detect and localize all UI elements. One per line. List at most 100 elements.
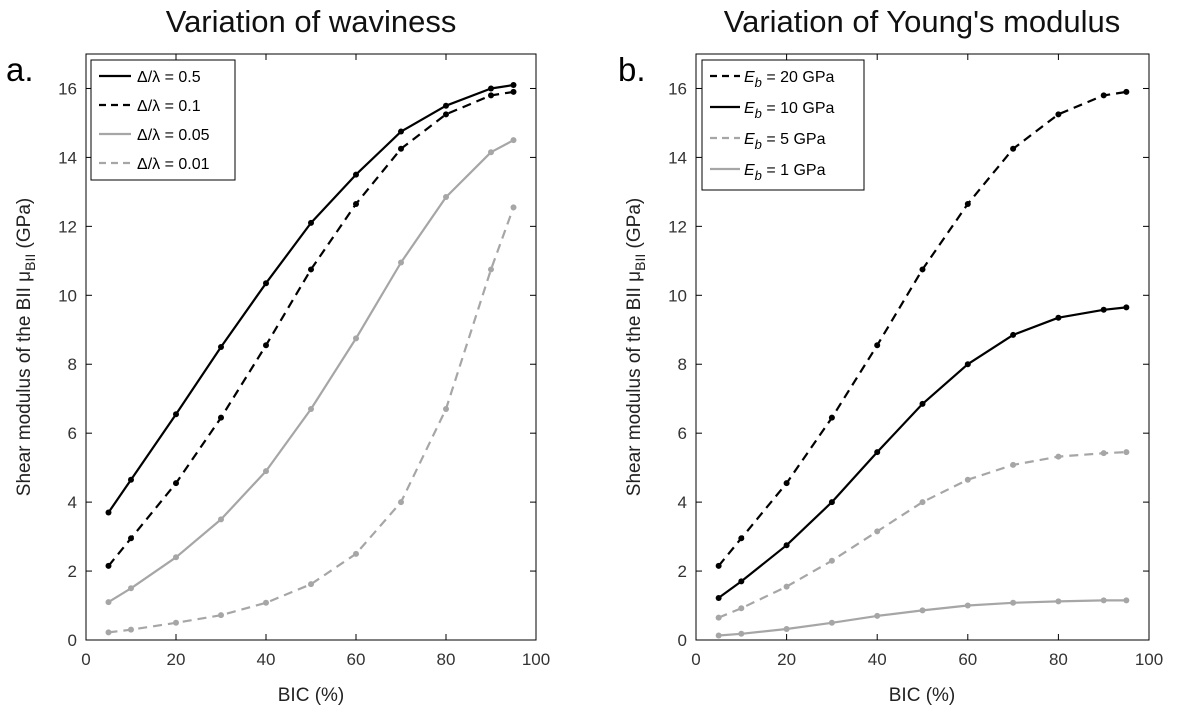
panel-b-ylabel-unit: (GPa) [624, 198, 645, 254]
panel-b-series-line-3 [718, 451, 1127, 619]
panel-a-series-3-point [308, 406, 314, 413]
panel-a-series-4-point [308, 581, 314, 588]
panel-b-ytick-label: 4 [678, 493, 687, 512]
panel-b-ticks: 0 20 40 60 80 100 0 2 4 6 8 10 12 14 16 [668, 54, 1163, 669]
panel-a-ylabel-sub: BII [22, 254, 38, 271]
panel-b-series-2-point [964, 361, 971, 368]
panel-b-series [715, 88, 1130, 639]
panel-b-series-2-point [919, 400, 926, 407]
panel-a-series-1-point [263, 280, 269, 287]
panel-a-series-1-point [510, 82, 517, 89]
panel-b: Variation of Young's modulus b. 0 20 40 60 8… [618, 4, 1163, 706]
panel-a-series-2-point [488, 92, 494, 99]
panel-a-ytick-label: 0 [68, 631, 77, 650]
panel-b-series-4-point [919, 607, 926, 614]
panel-b-letter: b. [618, 51, 646, 88]
panel-a-series-3-point [128, 585, 134, 592]
panel-b-series-4-point [964, 602, 971, 609]
panel-b-ylabel-sub: BII [632, 254, 648, 271]
panel-b-series-4-point [1055, 598, 1062, 605]
panel-a-series-4-point [443, 406, 449, 413]
panel-a-ticks: 0 20 40 60 80 100 0 2 4 6 8 10 12 14 16 [58, 54, 550, 669]
panel-b-xlabel: BIC (%) [889, 685, 956, 706]
panel-b-series-2-point [828, 499, 835, 506]
panel-b-xtick-label: 0 [691, 650, 700, 669]
panel-b-series-3-point [1123, 449, 1130, 456]
panel-a-xtick-label: 80 [437, 650, 456, 669]
panel-a-xtick-label: 20 [167, 650, 186, 669]
panel-a-xtick-label: 40 [257, 650, 276, 669]
panel-b-series-1-point [919, 266, 926, 273]
panel-a-legend-label-3: Δ/λ = 0.05 [137, 127, 210, 144]
panel-a-series-4-point [263, 599, 269, 606]
panel-b-series-2-point [715, 594, 722, 601]
panel-a-legend-label-2: Δ/λ = 0.1 [137, 98, 201, 115]
panel-a-series-2-point [398, 145, 404, 152]
panel-a-ytick-label: 16 [58, 79, 77, 98]
panel-b-series-1-point [1123, 88, 1130, 95]
panel-b-xtick-label: 80 [1049, 650, 1068, 669]
panel-b-title: Variation of Young's modulus [724, 4, 1121, 39]
panel-a-series-4-point [128, 626, 134, 633]
panel-b-series-4-point [1123, 597, 1130, 604]
panel-a-series-2-point [510, 88, 517, 95]
panel-b-series-3-point [1100, 450, 1107, 457]
panel-a-series-1-point [443, 102, 449, 109]
panel-a-series-3-point [218, 516, 224, 523]
panel-a-series-4-point [173, 619, 179, 626]
panel-b-ytick-label: 6 [678, 424, 687, 443]
panel-b-series-3-point [874, 528, 881, 535]
panel-b-legend: Eb = 20 GPa Eb = 10 GPa Eb = 5 GPa Eb = 1 G… [701, 59, 865, 191]
panel-a-series-3-point [488, 149, 494, 156]
panel-b-series-4-point [1100, 597, 1107, 604]
panel-b-series-3-point [738, 605, 745, 612]
panel-b-ytick-label: 8 [678, 355, 687, 374]
panel-b-ylabel-main: Shear modulus of the BII μ [624, 271, 645, 496]
panel-b-legend-label-3: Eb = 5 GPa [744, 131, 826, 152]
panel-b-series-1-point [783, 480, 790, 487]
panel-b-series-1-point [828, 414, 835, 421]
panel-a-series-3-point [443, 194, 449, 201]
panel-b-ytick-label: 2 [678, 562, 687, 581]
panel-a-series-1-point [128, 476, 134, 483]
panel-b-series-3-point [1010, 461, 1017, 468]
panel-b-series-4-point [874, 612, 881, 619]
panel-b-legend-label-4: Eb = 1 GPa [744, 162, 826, 183]
panel-a-series-1-point [308, 219, 314, 226]
panel-a-series-3-point [353, 335, 359, 342]
panel-b-series-2-point [874, 449, 881, 456]
panel-b-series-1-point [1100, 92, 1107, 99]
panel-a-ytick-label: 14 [58, 148, 77, 167]
panel-a-ytick-label: 6 [68, 424, 77, 443]
panel-a-ytick-label: 10 [58, 286, 77, 305]
panel-b-ytick-label: 16 [668, 79, 687, 98]
panel-a-xtick-label: 60 [347, 650, 366, 669]
panel-a-series-4-point [510, 204, 517, 211]
panel-b-series-4-point [715, 632, 722, 639]
panel-b-ylabel: Shear modulus of the BII μBII (GPa) [624, 198, 648, 496]
panel-b-series-3-point [783, 583, 790, 590]
panel-a-legend: Δ/λ = 0.5 Δ/λ = 0.1 Δ/λ = 0.05 Δ/λ = 0.01 [90, 59, 236, 181]
panel-b-series-1-point [1010, 145, 1017, 152]
panel-a-axes-box [85, 53, 537, 641]
panel-a-letter: a. [6, 51, 34, 88]
panel-b-series-4-point [1010, 599, 1017, 606]
panel-a-series-2-point [218, 414, 224, 421]
panel-a-ylabel: Shear modulus of the BII μBII (GPa) [14, 198, 38, 496]
panel-b-series-4-point [828, 619, 835, 626]
panel-a-series-3-point [105, 599, 112, 606]
panel-a-series-4-point [398, 499, 404, 506]
panel-a-series-line-3 [107, 139, 515, 604]
panel-a-ytick-label: 4 [68, 493, 77, 512]
panel-b-ytick-label: 10 [668, 286, 687, 305]
panel-b-series-1-point [715, 562, 722, 569]
panel-b-xtick-label: 60 [958, 650, 977, 669]
panel-b-series-4-point [783, 625, 790, 632]
panel-a-series-line-2 [107, 90, 514, 567]
panel-a-legend-label-4: Δ/λ = 0.01 [137, 156, 210, 173]
panel-b-series-2-point [783, 542, 790, 549]
panel-b-series-3-point [828, 557, 835, 564]
panel-a-series-1-point [105, 509, 112, 516]
panel-a-series-line-4 [108, 207, 515, 634]
